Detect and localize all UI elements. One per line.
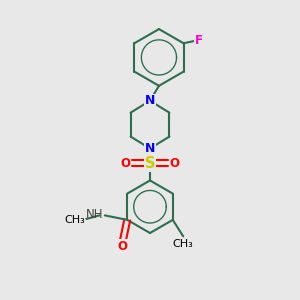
Text: NH: NH <box>86 208 104 221</box>
Text: CH₃: CH₃ <box>173 239 194 249</box>
Text: N: N <box>145 142 155 155</box>
Text: CH₃: CH₃ <box>64 215 85 225</box>
Text: N: N <box>145 94 155 107</box>
Text: F: F <box>194 34 202 47</box>
Text: O: O <box>117 240 127 253</box>
Text: O: O <box>170 157 180 170</box>
Text: S: S <box>145 156 155 171</box>
Text: O: O <box>120 157 130 170</box>
